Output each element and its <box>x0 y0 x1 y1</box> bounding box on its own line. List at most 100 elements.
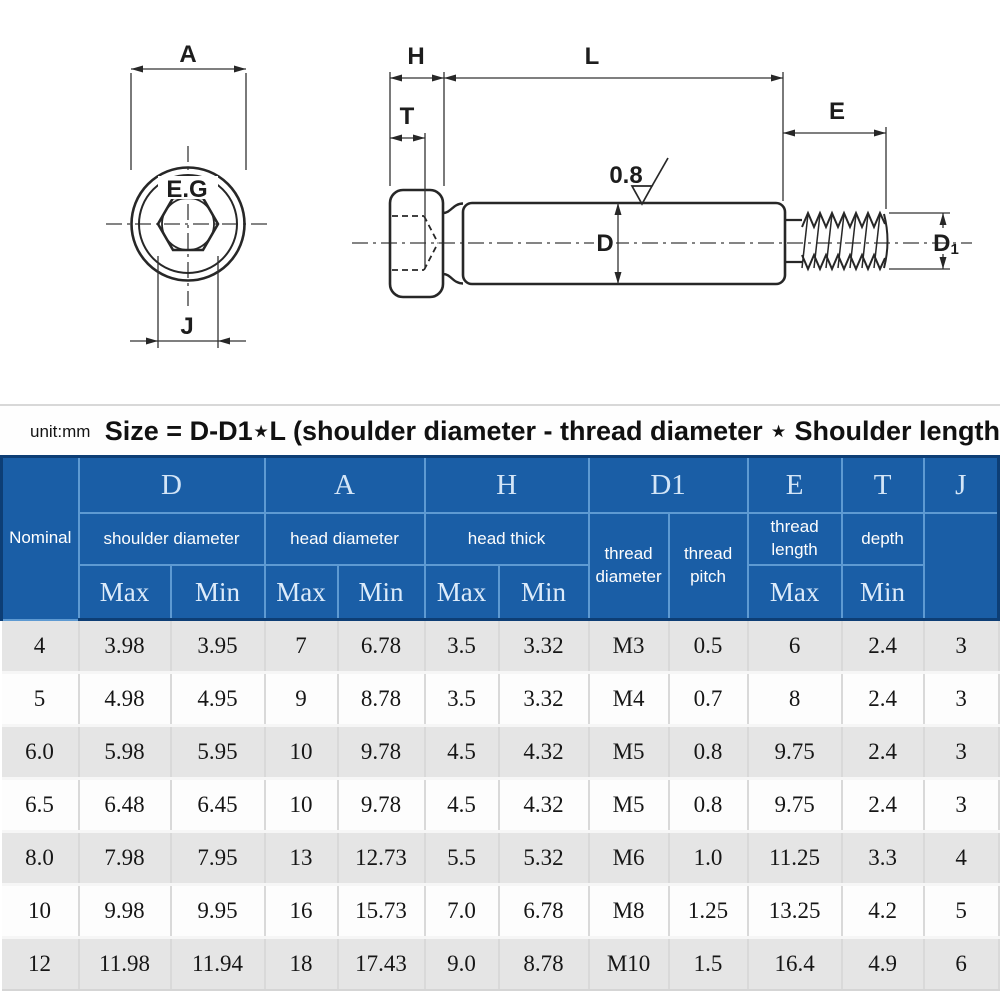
spec-cell: 11.25 <box>746 831 843 886</box>
header-group-e: E <box>746 455 843 514</box>
spec-cell: 15.73 <box>336 884 426 939</box>
spec-cell: 4.32 <box>497 778 590 833</box>
spec-cell: 13.25 <box>746 884 843 939</box>
header-group-d1: D1 <box>587 455 749 514</box>
neck-fillet-bottom <box>442 272 464 285</box>
arrowhead <box>390 134 402 142</box>
spec-cell: 5 <box>1 672 80 727</box>
arrowhead <box>390 74 402 82</box>
spec-cell: 10 <box>263 778 339 833</box>
thread-neck <box>786 218 802 264</box>
header-d-min: Min <box>169 564 266 621</box>
spec-cell: 3 <box>922 619 1000 674</box>
spec-cell: 5 <box>922 884 1000 939</box>
screw-head <box>388 188 445 299</box>
arrowhead <box>771 74 783 82</box>
side-view <box>352 188 972 299</box>
header-group-d: D <box>77 455 266 514</box>
spec-cell: 8.0 <box>1 831 80 886</box>
spec-table: Nominal D A H D1 E T J shoulder diameter… <box>0 455 1000 991</box>
spec-cell: 3 <box>922 725 1000 780</box>
arrowhead <box>146 337 158 345</box>
dim-label-a: A <box>179 41 196 68</box>
shoulder-cylinder <box>461 201 787 286</box>
table-row: 12 11.98 11.94 18 17.43 9.0 8.78 M10 1.5 16.4 4.9 6 <box>1 937 1000 991</box>
spec-cell: 6 <box>746 619 843 674</box>
spec-cell: M6 <box>587 831 670 886</box>
arrowhead <box>783 129 795 137</box>
dimension-E <box>783 127 887 209</box>
spec-cell: 3.5 <box>423 619 500 674</box>
surface-finish-mark <box>630 157 669 206</box>
spec-cell: 2.4 <box>840 619 925 674</box>
spec-cell: 9.0 <box>423 937 500 991</box>
dimension-L <box>444 72 784 201</box>
spec-cell: M5 <box>587 725 670 780</box>
head-outer-circle <box>130 166 246 282</box>
spec-cell: 3.95 <box>169 619 266 674</box>
spec-cell: 9.78 <box>336 778 426 833</box>
spec-cell: 9.75 <box>746 725 843 780</box>
header-group-h: H <box>423 455 590 514</box>
spec-cell: 7.0 <box>423 884 500 939</box>
spec-cell: 17.43 <box>336 937 426 991</box>
arrowhead <box>939 213 947 225</box>
technical-drawing: E.G A J <box>0 0 1000 404</box>
spec-cell: 3.98 <box>77 619 172 674</box>
dimension-T <box>390 133 426 267</box>
header-desc-shoulder-diameter: shoulder diameter <box>77 512 266 566</box>
spec-cell: 6.5 <box>1 778 80 833</box>
spec-cell: 5.32 <box>497 831 590 886</box>
spec-cell: 1.25 <box>667 884 749 939</box>
spec-cell: 4.5 <box>423 725 500 780</box>
dim-label-h: H <box>407 43 424 70</box>
header-t-min: Min <box>840 564 925 621</box>
spec-cell: M5 <box>587 778 670 833</box>
spec-cell: 13 <box>263 831 339 886</box>
spec-cell: 11.94 <box>169 937 266 991</box>
dim-label-d1: D1 <box>933 230 959 258</box>
spec-table-body: 4 3.98 3.95 7 6.78 3.5 3.32 M3 0.5 6 2.4 3 5 4.98 4.95… <box>1 619 1000 991</box>
spec-cell: 3 <box>922 778 1000 833</box>
spec-cell: 6.0 <box>1 725 80 780</box>
spec-cell: 3 <box>922 672 1000 727</box>
threaded-section <box>801 210 889 272</box>
dim-label-t: T <box>400 103 415 130</box>
spec-cell: 10 <box>1 884 80 939</box>
hidden-socket-lines <box>392 215 439 271</box>
spec-cell: 2.4 <box>840 672 925 727</box>
spec-cell: 0.8 <box>667 725 749 780</box>
arrowhead <box>444 74 456 82</box>
header-desc-depth: depth <box>840 512 925 566</box>
spec-cell: 9.75 <box>746 778 843 833</box>
arrowhead <box>874 129 886 137</box>
dim-label-j: J <box>180 313 193 340</box>
header-desc-thread-length: thread length <box>746 512 843 566</box>
title-band: unit:mm Size = D-D1⋆L (shoulder diameter… <box>0 404 1000 457</box>
spec-cell: 1.0 <box>667 831 749 886</box>
spec-cell: 7.95 <box>169 831 266 886</box>
spec-cell: 5.98 <box>77 725 172 780</box>
spec-cell: 3.32 <box>497 619 590 674</box>
spec-cell: 8.78 <box>336 672 426 727</box>
table-row: 5 4.98 4.95 9 8.78 3.5 3.32 M4 0.7 8 2.4 3 <box>1 672 1000 727</box>
header-desc-head-diameter: head diameter <box>263 512 426 566</box>
header-desc-thread-diameter: thread diameter <box>587 512 670 621</box>
dim-label-eg: E.G <box>166 176 207 203</box>
spec-cell: 4.9 <box>840 937 925 991</box>
header-nominal: Nominal <box>0 455 80 621</box>
arrowhead <box>939 257 947 269</box>
unit-label: unit:mm <box>30 421 91 441</box>
spec-cell: 1.5 <box>667 937 749 991</box>
spec-cell: M3 <box>587 619 670 674</box>
table-row: 4 3.98 3.95 7 6.78 3.5 3.32 M3 0.5 6 2.4 3 <box>1 619 1000 674</box>
dim-label-d: D <box>596 230 613 257</box>
table-row: 8.0 7.98 7.95 13 12.73 5.5 5.32 M6 1.0 11.25 3.3 4 <box>1 831 1000 886</box>
spec-cell: 3.5 <box>423 672 500 727</box>
spec-cell: 9.98 <box>77 884 172 939</box>
spec-cell: M10 <box>587 937 670 991</box>
arrowhead <box>131 65 143 73</box>
spec-table-header: Nominal D A H D1 E T J shoulder diameter… <box>0 455 1000 621</box>
spec-cell: 12.73 <box>336 831 426 886</box>
spec-cell: 7.98 <box>77 831 172 886</box>
